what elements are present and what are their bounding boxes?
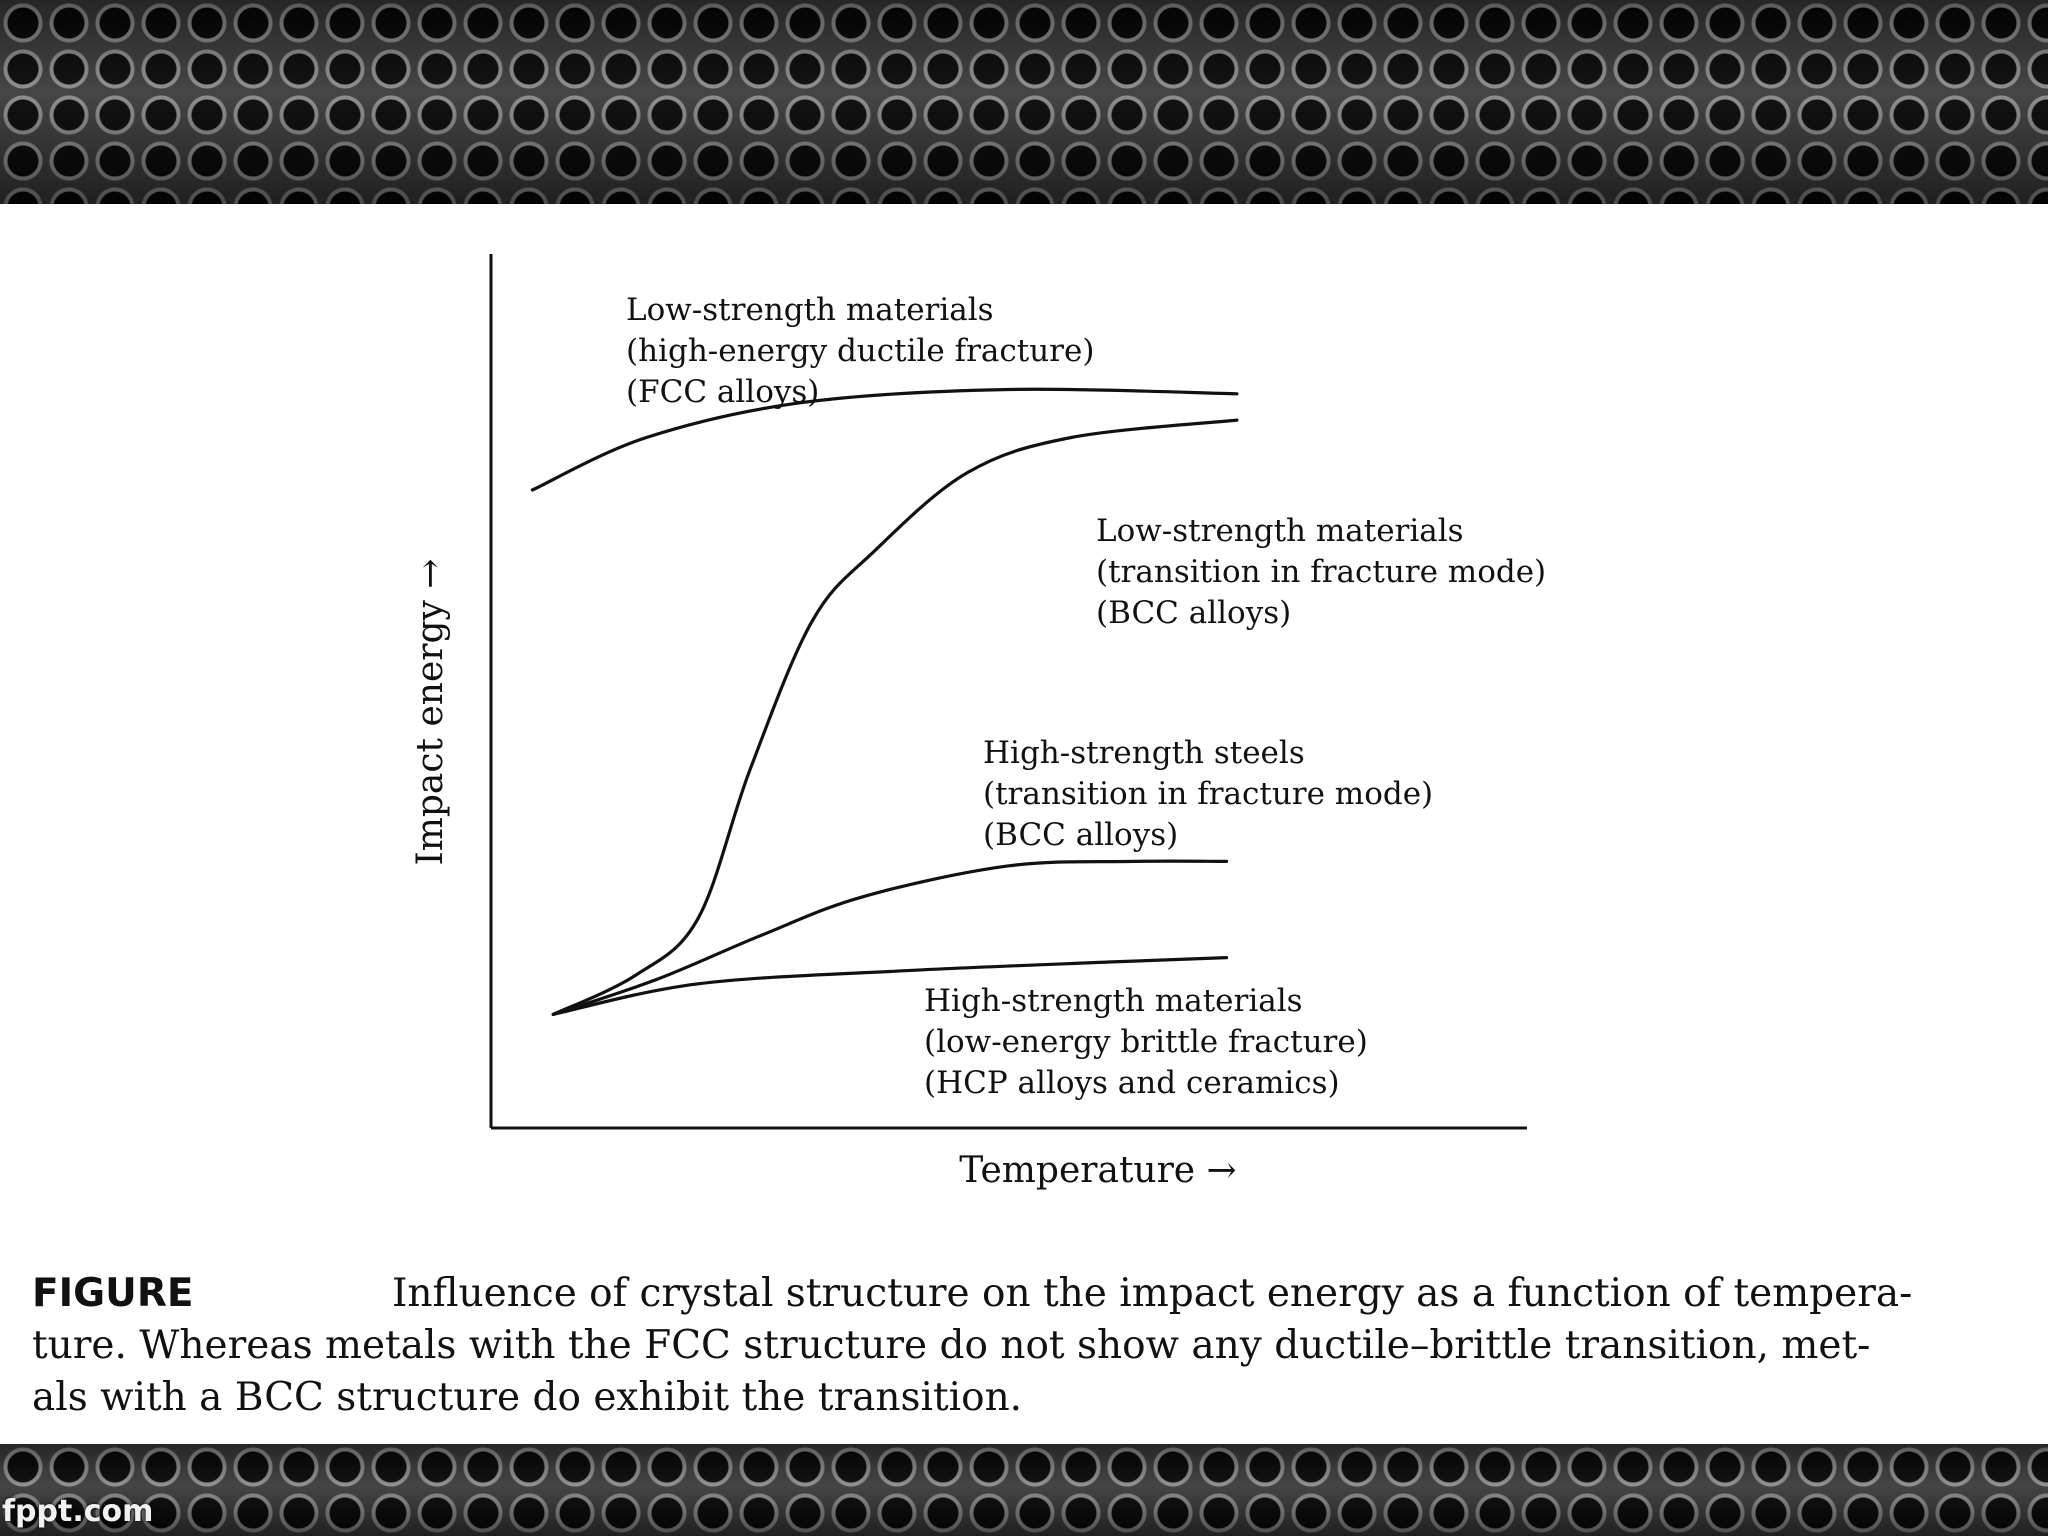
caption-line-1: FIGURE Influence of crystal structure on … [32,1268,1952,1320]
series-line-4 [551,956,1229,1016]
series-3-label-line-1: High-strength steels [983,735,1305,771]
chart-axes [489,254,1527,1130]
series-layer [530,387,1239,1016]
x-axis-title: Temperature → [959,1150,1236,1191]
series-4-label-line-2: (low-energy brittle fracture) [924,1024,1368,1060]
series-line-2 [551,418,1239,1016]
series-1-label-line-3: (FCC alloys) [626,374,819,410]
series-label-layer: Low-strength materials (high-energy ducti… [626,292,1546,1101]
series-4-label-line-1: High-strength materials [924,983,1303,1019]
decorative-hexagon-band-top [0,0,2048,204]
series-3-label-line-2: (transition in fracture mode) [983,776,1433,812]
y-axis-title: Impact energy → [410,559,451,866]
caption-line-3: als with a BCC structure do exhibit the … [32,1375,1023,1420]
figure-caption: FIGURE Influence of crystal structure on … [32,1268,1952,1424]
series-1-label-line-2: (high-energy ductile fracture) [626,333,1094,369]
series-2-label-line-1: Low-strength materials [1096,513,1464,549]
decorative-hexagon-band-bottom [0,1444,2048,1536]
caption-text-1: Influence of crystal structure on the im… [392,1271,1913,1316]
caption-figure-label: FIGURE [32,1271,194,1316]
series-4-label-line-3: (HCP alloys and ceramics) [924,1065,1340,1101]
series-2-label-line-3: (BCC alloys) [1096,595,1291,631]
impact-energy-chart: Impact energy → Temperature → Low-streng… [410,254,1546,1191]
series-3-label-line-3: (BCC alloys) [983,817,1178,853]
series-2-label-line-2: (transition in fracture mode) [1096,554,1546,590]
series-line-3 [551,859,1229,1016]
footer-brand-text: fppt.com [2,1494,154,1529]
series-1-label-line-1: Low-strength materials [626,292,994,328]
caption-line-2: ture. Whereas metals with the FCC struct… [32,1323,1871,1368]
series-line-1 [530,387,1239,492]
